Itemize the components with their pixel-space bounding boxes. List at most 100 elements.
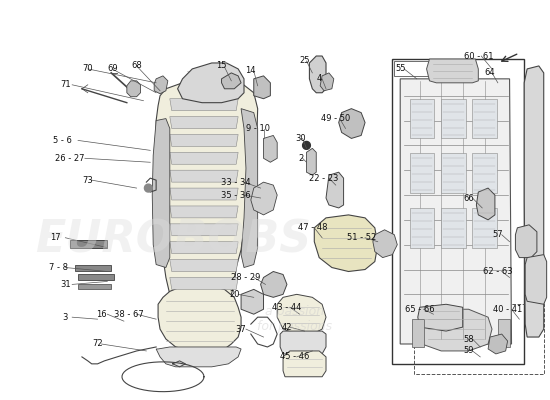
Polygon shape [472,99,497,138]
Polygon shape [78,274,114,280]
Text: 43 - 44: 43 - 44 [272,303,301,312]
Text: 20: 20 [229,290,239,299]
Polygon shape [70,240,107,248]
Text: 38 - 67: 38 - 67 [114,310,144,319]
Polygon shape [472,208,497,248]
Polygon shape [410,208,434,248]
Text: 60 - 61: 60 - 61 [464,52,493,60]
Polygon shape [156,79,257,314]
Text: 4: 4 [317,74,322,83]
Polygon shape [170,134,238,146]
Text: 17: 17 [50,233,61,242]
Text: 59: 59 [463,346,474,356]
Polygon shape [427,59,478,83]
Polygon shape [524,66,544,337]
Polygon shape [310,56,326,93]
Polygon shape [515,225,537,258]
Polygon shape [441,208,466,248]
Polygon shape [302,142,310,149]
Polygon shape [261,272,287,297]
Text: 5 - 6: 5 - 6 [53,136,72,145]
Polygon shape [283,351,326,377]
Polygon shape [170,152,238,164]
Polygon shape [488,334,508,354]
Polygon shape [158,286,241,351]
Text: 22 - 23: 22 - 23 [309,174,339,183]
Text: 68: 68 [131,62,142,70]
Polygon shape [145,184,152,192]
Text: 49 - 50: 49 - 50 [321,114,350,123]
Polygon shape [373,230,397,258]
Text: 31: 31 [60,280,70,289]
Polygon shape [280,331,326,354]
Polygon shape [154,76,168,94]
Text: 47 - 48: 47 - 48 [298,223,327,232]
Polygon shape [476,188,495,220]
Text: 65 - 66: 65 - 66 [405,305,435,314]
Text: 64: 64 [485,68,496,77]
Polygon shape [156,347,241,367]
Text: 15: 15 [216,62,227,70]
Polygon shape [170,224,238,236]
Polygon shape [418,309,492,351]
Text: 58: 58 [463,334,474,344]
Text: 72: 72 [92,340,103,348]
Polygon shape [170,206,238,218]
Polygon shape [410,153,434,193]
Text: 51 - 52: 51 - 52 [346,233,376,242]
Polygon shape [339,109,365,138]
Text: 9 - 10: 9 - 10 [246,124,270,133]
Text: 62 - 63: 62 - 63 [483,267,513,276]
Polygon shape [170,260,238,272]
Polygon shape [170,278,238,289]
Text: 35 - 36: 35 - 36 [222,190,251,200]
Polygon shape [178,63,244,103]
Text: EUROBOBS: EUROBOBS [35,218,311,261]
Polygon shape [170,116,238,128]
Polygon shape [441,99,466,138]
Text: 16: 16 [96,310,107,319]
Text: 33 - 34: 33 - 34 [222,178,251,187]
Polygon shape [254,76,271,99]
Polygon shape [441,153,466,193]
Text: 69: 69 [107,64,118,74]
Polygon shape [320,73,334,91]
Polygon shape [306,148,316,175]
Text: 45 - 46: 45 - 46 [280,352,310,362]
Polygon shape [241,109,257,268]
Polygon shape [418,304,463,331]
Text: 71: 71 [60,80,70,89]
Polygon shape [170,99,238,111]
Text: 14: 14 [246,66,256,76]
Text: 37: 37 [236,324,246,334]
Text: 28 - 29: 28 - 29 [231,273,261,282]
Text: 7 - 8: 7 - 8 [49,263,68,272]
Polygon shape [263,136,277,162]
Polygon shape [222,73,241,89]
Polygon shape [498,319,509,347]
Polygon shape [170,242,238,254]
Text: 66: 66 [463,194,474,202]
Polygon shape [152,118,170,268]
Polygon shape [170,188,238,200]
Text: 3: 3 [63,313,68,322]
Polygon shape [410,99,434,138]
Text: 55: 55 [395,64,405,74]
Text: 2: 2 [298,154,303,163]
Text: 70: 70 [82,64,93,74]
Text: 73: 73 [82,176,93,185]
Polygon shape [241,289,263,314]
Text: a passion
for passions: a passion for passions [257,305,332,333]
Text: 57: 57 [493,230,503,239]
Polygon shape [412,319,424,347]
Text: 25: 25 [299,56,310,66]
Text: 42: 42 [282,323,292,332]
Text: 40 - 41: 40 - 41 [493,305,522,314]
Polygon shape [251,182,277,215]
Polygon shape [525,255,547,304]
Polygon shape [314,215,378,272]
Polygon shape [277,294,326,334]
Polygon shape [472,153,497,193]
Polygon shape [326,172,344,208]
Text: 30: 30 [295,134,306,143]
